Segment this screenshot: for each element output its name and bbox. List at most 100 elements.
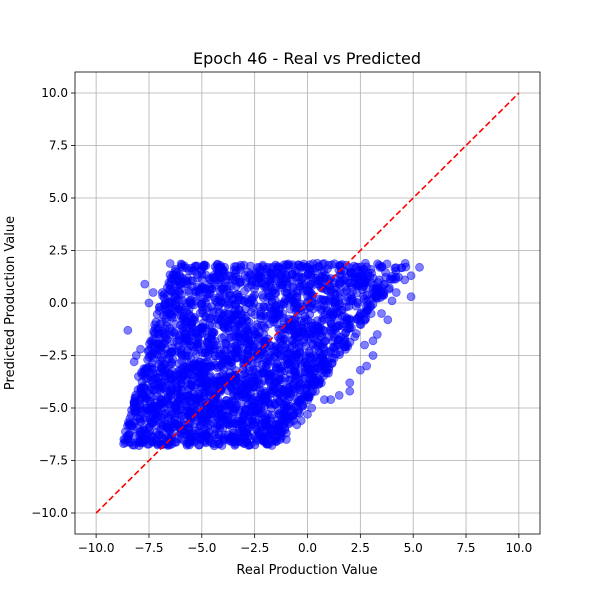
- scatter-point: [170, 319, 180, 329]
- scatter-point: [273, 416, 283, 425]
- scatter-point: [134, 441, 144, 451]
- scatter-point: [271, 305, 281, 315]
- scatter-point: [244, 335, 254, 345]
- scatter-point: [252, 435, 262, 444]
- scatter-point: [250, 310, 260, 320]
- scatter-point: [239, 439, 249, 449]
- scatter-point: [129, 357, 139, 367]
- scatter-point: [307, 379, 317, 389]
- scatter-point: [191, 349, 201, 359]
- scatter-point: [369, 288, 379, 298]
- scatter-point: [319, 315, 329, 324]
- scatter-point: [301, 367, 311, 377]
- scatter-point: [157, 402, 167, 412]
- scatter-point: [296, 360, 306, 370]
- scatter-point: [272, 264, 282, 274]
- chart-title: Epoch 46 - Real vs Predicted: [193, 49, 421, 68]
- scatter-point: [191, 394, 201, 404]
- scatter-point: [212, 260, 222, 270]
- y-tick-label: 0.0: [49, 296, 68, 310]
- scatter-point: [385, 283, 394, 293]
- x-tick-label: −5.0: [187, 541, 216, 555]
- scatter-point: [218, 264, 228, 274]
- scatter-point: [236, 390, 246, 400]
- scatter-point: [243, 345, 253, 355]
- ideal-prediction-line: [95, 92, 520, 514]
- scatter-point: [215, 404, 225, 414]
- scatter-point: [164, 425, 174, 435]
- scatter-point: [225, 381, 235, 391]
- scatter-point: [307, 403, 317, 413]
- scatter-point: [278, 280, 288, 290]
- scatter-point: [218, 283, 228, 292]
- scatter-point: [406, 271, 416, 281]
- scatter-point: [136, 386, 146, 396]
- scatter-point: [266, 277, 276, 287]
- scatter-point: [244, 321, 253, 331]
- scatter-point: [153, 416, 162, 425]
- y-tick-label: 5.0: [49, 191, 68, 205]
- scatter-point: [126, 421, 136, 431]
- scatter-point: [134, 372, 143, 381]
- scatter-point: [260, 401, 270, 410]
- scatter-point: [330, 259, 339, 269]
- scatter-point: [146, 376, 156, 386]
- scatter-point: [187, 380, 196, 390]
- scatter-point: [294, 327, 304, 337]
- scatter-point: [345, 378, 355, 388]
- scatter-point: [252, 262, 262, 272]
- scatter-point: [223, 323, 233, 333]
- scatter-point: [170, 418, 180, 428]
- y-axis-label: Predicted Production Value: [3, 216, 18, 390]
- scatter-point: [258, 368, 268, 378]
- scatter-point: [123, 325, 133, 335]
- scatter-point: [144, 298, 154, 308]
- scatter-point: [203, 352, 212, 362]
- scatter-point: [320, 395, 329, 405]
- y-tick-label: −5.0: [39, 401, 68, 415]
- scatter-point: [236, 277, 246, 287]
- scatter-point: [233, 353, 243, 362]
- scatter-point: [210, 295, 220, 305]
- scatter-point: [197, 282, 207, 292]
- scatter-point: [282, 288, 292, 298]
- scatter-point: [267, 441, 277, 450]
- scatter-point: [260, 437, 270, 447]
- x-axis-ticks: −10.0 −7.5 −5.0 −2.5 0.0 2.5 5.0 7.5 10.0: [78, 534, 532, 555]
- scatter-point: [213, 436, 223, 446]
- scatter-point: [231, 402, 241, 412]
- scatter-point: [303, 409, 312, 419]
- scatter-point: [209, 328, 218, 338]
- scatter-points: [119, 258, 424, 451]
- scatter-point: [354, 312, 363, 322]
- scatter-point: [174, 335, 184, 345]
- scatter-point: [243, 392, 253, 402]
- y-tick-label: 7.5: [49, 139, 68, 153]
- scatter-point: [360, 340, 369, 350]
- scatter-point: [157, 430, 166, 440]
- scatter-point: [347, 294, 357, 304]
- x-tick-label: −7.5: [134, 541, 163, 555]
- scatter-point: [165, 285, 175, 295]
- scatter-point: [331, 289, 341, 299]
- scatter-point: [383, 315, 393, 325]
- y-tick-label: −2.5: [39, 349, 68, 363]
- scatter-point: [222, 340, 232, 350]
- scatter-point: [187, 300, 197, 310]
- scatter-point: [195, 323, 205, 333]
- reference-line-layer: [95, 92, 520, 514]
- scatter-point: [323, 280, 332, 290]
- scatter-point: [387, 296, 397, 306]
- scatter-point: [271, 377, 281, 387]
- scatter-point: [300, 312, 310, 322]
- scatter-point: [322, 365, 332, 375]
- scatter-point: [217, 413, 227, 423]
- scatter-point: [305, 291, 315, 300]
- scatter-point: [406, 292, 416, 302]
- scatter-point: [303, 270, 313, 279]
- scatter-point: [176, 303, 186, 312]
- scatter-point: [221, 275, 231, 284]
- scatter-point: [282, 390, 292, 399]
- scatter-point: [184, 286, 194, 295]
